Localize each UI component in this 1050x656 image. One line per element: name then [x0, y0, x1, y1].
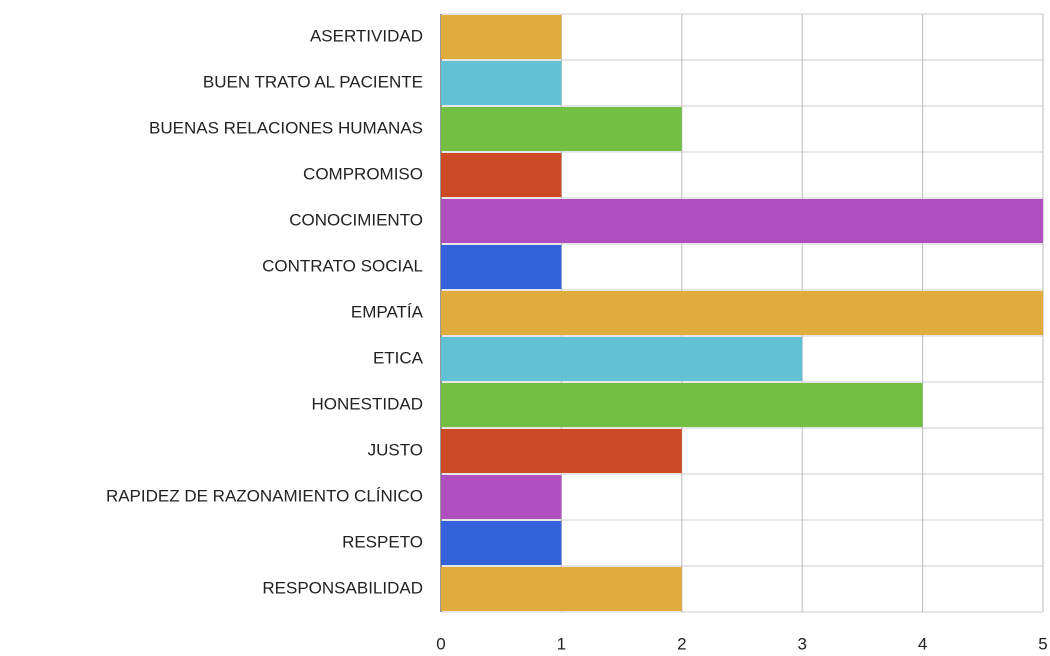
- bar: [441, 15, 562, 59]
- x-tick-label: 3: [797, 634, 806, 653]
- bar: [441, 475, 562, 519]
- y-tick-label: ETICA: [373, 348, 424, 367]
- y-tick-label: HONESTIDAD: [312, 394, 423, 413]
- bar: [441, 61, 562, 105]
- bar: [441, 521, 562, 565]
- y-tick-label: RESPONSABILIDAD: [262, 578, 423, 597]
- x-tick-label: 1: [557, 634, 566, 653]
- bar: [441, 153, 562, 197]
- x-tick-label: 5: [1038, 634, 1047, 653]
- bar: [441, 567, 682, 611]
- y-tick-label: RAPIDEZ DE RAZONAMIENTO CLÍNICO: [106, 486, 423, 505]
- bar: [441, 107, 682, 151]
- y-tick-label: CONTRATO SOCIAL: [262, 256, 423, 275]
- bar: [441, 383, 923, 427]
- x-tick-label: 4: [918, 634, 927, 653]
- x-tick-label: 0: [436, 634, 445, 653]
- bar: [441, 337, 803, 381]
- y-tick-label: RESPETO: [342, 532, 423, 551]
- bar: [441, 291, 1043, 335]
- x-tick-label: 2: [677, 634, 686, 653]
- y-tick-label: BUEN TRATO AL PACIENTE: [203, 72, 423, 91]
- y-tick-label: EMPATÍA: [351, 302, 424, 321]
- y-tick-label: BUENAS RELACIONES HUMANAS: [149, 118, 423, 137]
- bar: [441, 245, 562, 289]
- bar: [441, 429, 682, 473]
- y-tick-label: COMPROMISO: [303, 164, 423, 183]
- y-tick-label: ASERTIVIDAD: [310, 26, 423, 45]
- bar: [441, 199, 1043, 243]
- y-tick-label: CONOCIMIENTO: [289, 210, 423, 229]
- y-tick-label: JUSTO: [368, 440, 423, 459]
